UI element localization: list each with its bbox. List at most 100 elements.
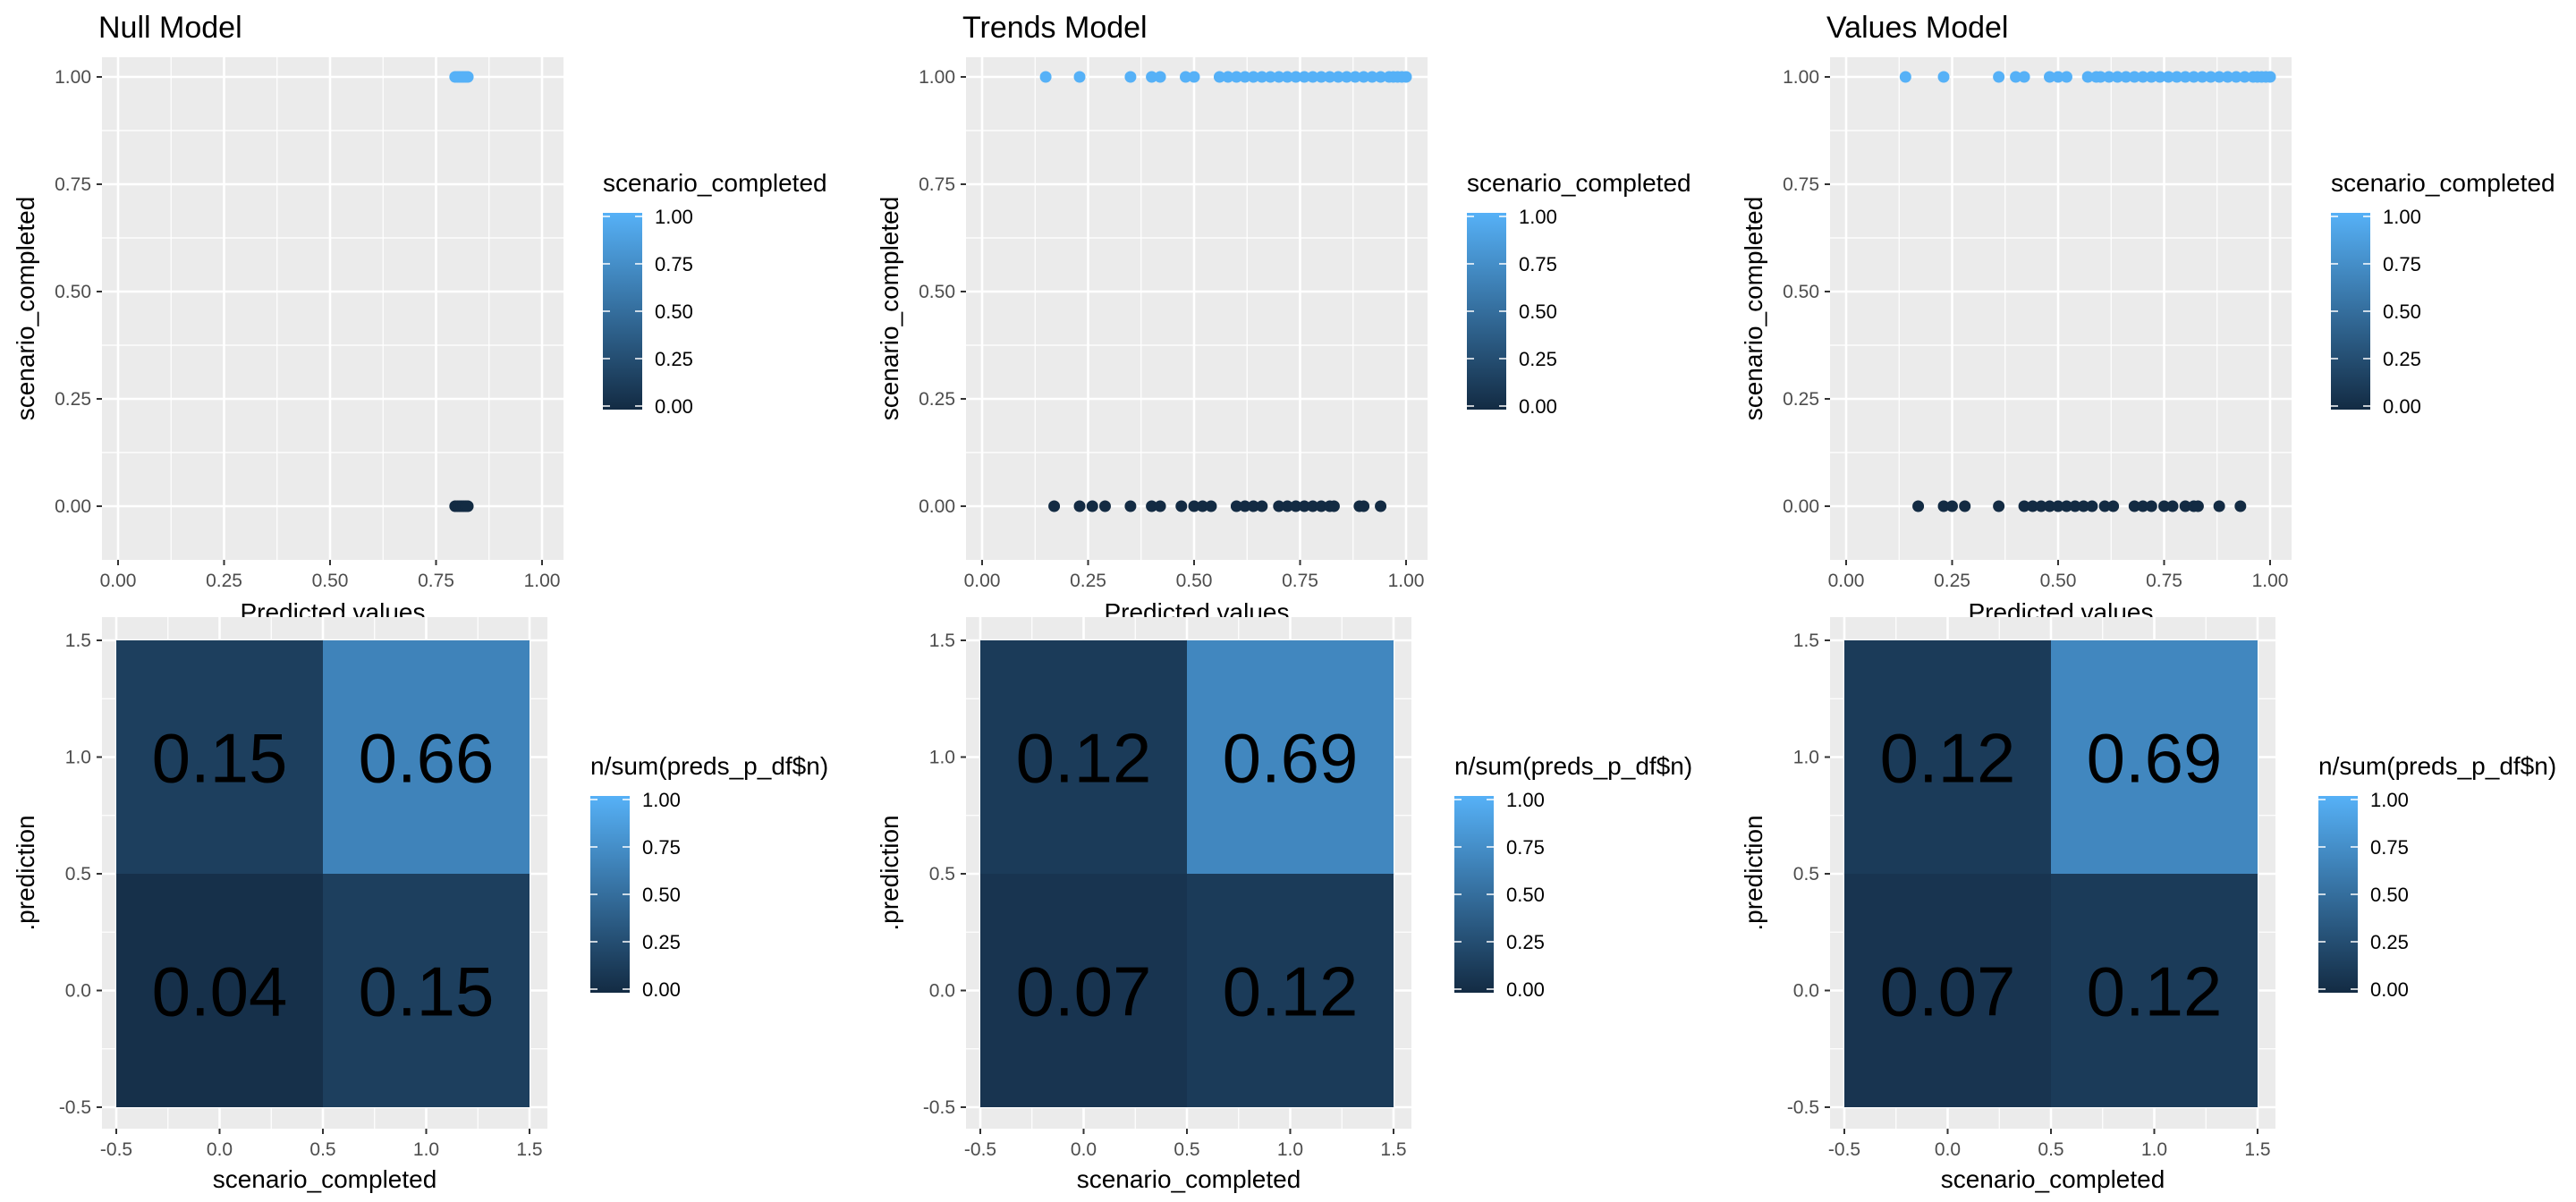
scatter-y-tick-label: 0.75 <box>1783 174 1819 195</box>
heatmap-legend-label: 1.00 <box>642 789 681 811</box>
data-point <box>2018 500 2030 512</box>
scatter-legend-label: 0.75 <box>2383 253 2421 275</box>
scatter-legend-label: 0.00 <box>1519 395 1557 418</box>
data-point <box>1230 71 1242 83</box>
data-point <box>1341 71 1353 83</box>
scatter-y-tick-label: 0.50 <box>55 282 91 302</box>
heatmap-y-tick-label: 1.5 <box>929 631 955 651</box>
scatter-legend-label: 1.00 <box>2383 206 2421 228</box>
y-axis-label: .prediction <box>1740 815 1767 930</box>
data-point <box>1324 71 1336 83</box>
plot-title: Trends Model <box>962 11 1148 45</box>
data-point <box>1256 71 1268 83</box>
heatmap-legend-label: 0.75 <box>1506 836 1545 859</box>
scatter-x-tick-label: 0.00 <box>100 571 137 591</box>
data-point <box>1256 500 1268 512</box>
heatmap-cell <box>980 640 1187 874</box>
data-point <box>1146 71 1158 83</box>
data-point <box>2158 500 2170 512</box>
heatmap-legend-label: 1.00 <box>1506 789 1545 811</box>
data-point <box>2010 71 2022 83</box>
data-point <box>2052 500 2064 512</box>
heatmap-x-tick-label: 1.0 <box>413 1139 439 1160</box>
data-point <box>1946 500 1958 512</box>
scatter-y-tick-label: 0.00 <box>55 496 91 517</box>
heatmap-cell <box>1187 640 1394 874</box>
scatter-x-tick-label: 0.25 <box>1934 571 1970 591</box>
cell-value-label: 0.66 <box>359 719 495 798</box>
data-point <box>1290 500 1302 512</box>
data-point <box>2234 500 2247 512</box>
heatmap-x-tick-label: 0.5 <box>1174 1139 1199 1160</box>
heatmap-cell <box>2051 874 2258 1107</box>
cell-value-label: 0.07 <box>1016 952 1152 1031</box>
scatter-legend-title: scenario_completed <box>1467 169 1691 197</box>
heatmap-y-tick-label: -0.5 <box>1787 1097 1819 1118</box>
data-point <box>1264 71 1276 83</box>
data-point <box>1366 71 1378 83</box>
data-point <box>1039 71 1052 83</box>
data-point <box>1124 71 1137 83</box>
data-point <box>2154 71 2166 83</box>
data-point <box>1375 71 1387 83</box>
scatter-legend-title: scenario_completed <box>2331 169 2555 197</box>
heatmap-x-tick-label: 1.5 <box>1380 1139 1406 1160</box>
data-point <box>1180 71 1192 83</box>
scatter-legend-label: 0.00 <box>655 395 693 418</box>
data-point <box>1247 71 1259 83</box>
heatmap-y-tick-label: 1.0 <box>929 748 955 768</box>
data-point <box>1327 500 1340 512</box>
cell-value-label: 0.12 <box>1880 719 2016 798</box>
plot-title: Null Model <box>98 11 242 45</box>
data-point <box>1358 500 1370 512</box>
data-point <box>2213 71 2225 83</box>
cell-value-label: 0.15 <box>359 952 495 1031</box>
x-axis-label: scenario_completed <box>1941 1165 2165 1193</box>
scatter-x-tick-label: 0.50 <box>2040 571 2077 591</box>
data-point <box>2044 500 2056 512</box>
data-point <box>2027 500 2039 512</box>
heatmap-y-tick-label: 1.0 <box>1793 748 1819 768</box>
heatmap-x-tick-label: 1.5 <box>516 1139 542 1160</box>
data-point <box>1188 500 1200 512</box>
data-point <box>2035 500 2047 512</box>
data-point <box>2018 71 2030 83</box>
scatter-plot-1: 0.00 0.00 0.25 0.25 0.50 0.50 0.75 0.75 1.00 1.00… <box>12 11 827 626</box>
heatmap-y-tick-label: 0.0 <box>929 981 955 1002</box>
scatter-legend-label: 0.50 <box>655 300 693 323</box>
plot-title: Values Model <box>1826 11 2009 45</box>
scatter-x-tick-label: 1.00 <box>524 571 561 591</box>
heatmap-legend-label: 0.25 <box>2370 931 2409 953</box>
heatmap-y-tick-label: 0.5 <box>929 864 955 885</box>
data-point <box>1273 500 1285 512</box>
heatmap-plot-2: -0.5 -0.5 0.0 0.0 0.5 0.5 1.0 1.0 1.5 1.5 0.12 0.69… <box>876 617 1692 1193</box>
heatmap-x-tick-label: 0.5 <box>309 1139 335 1160</box>
scatter-x-tick-label: 1.00 <box>1388 571 1425 591</box>
data-point <box>1146 500 1158 512</box>
data-point <box>1086 500 1098 512</box>
scatter-legend-label: 0.50 <box>1519 300 1557 323</box>
heatmap-y-tick-label: -0.5 <box>923 1097 955 1118</box>
data-point <box>2081 71 2094 83</box>
data-point <box>1124 500 1137 512</box>
scatter-x-tick-label: 0.75 <box>418 571 454 591</box>
heatmap-y-tick-label: 0.0 <box>1793 981 1819 1002</box>
scatter-x-tick-label: 0.75 <box>2146 571 2182 591</box>
heatmap-legend-label: 1.00 <box>2370 789 2409 811</box>
heatmap-legend-title: n/sum(preds_p_df$n) <box>1454 752 1692 780</box>
scatter-legend-label: 1.00 <box>655 206 693 228</box>
scatter-x-tick-label: 0.25 <box>1070 571 1106 591</box>
y-axis-label: scenario_completed <box>12 197 39 421</box>
cell-value-label: 0.12 <box>2087 952 2223 1031</box>
data-point <box>2166 500 2179 512</box>
data-point <box>1222 71 1234 83</box>
scatter-panel-background <box>966 57 1428 560</box>
heatmap-y-tick-label: -0.5 <box>59 1097 91 1118</box>
data-point <box>2052 71 2064 83</box>
heatmap-legend-label: 0.00 <box>1506 978 1545 1001</box>
heatmap-legend-label: 0.25 <box>1506 931 1545 953</box>
data-point <box>462 500 474 512</box>
data-point <box>1937 71 1950 83</box>
heatmap-x-tick-label: 1.0 <box>2141 1139 2167 1160</box>
